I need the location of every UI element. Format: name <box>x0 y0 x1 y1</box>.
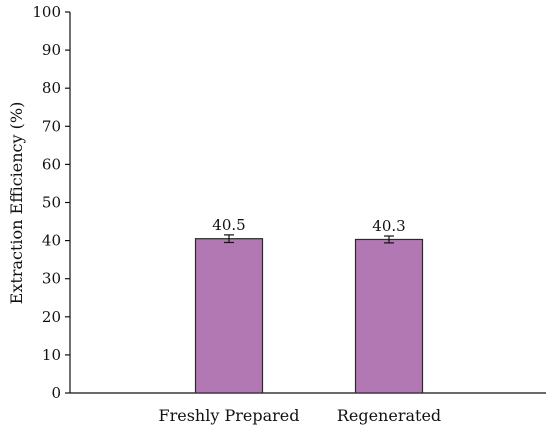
data-label: 40.5 <box>212 216 245 234</box>
y-tick-label: 90 <box>42 41 61 59</box>
bar <box>194 238 264 394</box>
y-tick-label: 50 <box>42 194 61 212</box>
y-tick-label: 40 <box>42 232 61 250</box>
y-tick-label: 70 <box>42 117 61 135</box>
data-label: 40.3 <box>372 217 405 235</box>
axes-group <box>65 11 546 394</box>
y-tick-label: 30 <box>42 270 61 288</box>
labels-group: 0 10 20 30 40 50 60 70 80 90 100 40.5 Freshly Prepar… <box>32 3 441 425</box>
x-category-label: Regenerated <box>337 406 441 425</box>
y-tick-label: 20 <box>42 308 61 326</box>
y-tick-label: 100 <box>32 3 61 21</box>
y-tick-label: 10 <box>42 346 61 364</box>
y-axis-title: Extraction Efficiency (%) <box>7 102 26 305</box>
bars-group <box>194 234 424 394</box>
bar <box>354 238 424 394</box>
y-tick-label: 80 <box>42 79 61 97</box>
x-category-label: Freshly Prepared <box>159 406 300 425</box>
y-tick-label: 0 <box>51 384 61 402</box>
y-tick-label: 60 <box>42 155 61 173</box>
